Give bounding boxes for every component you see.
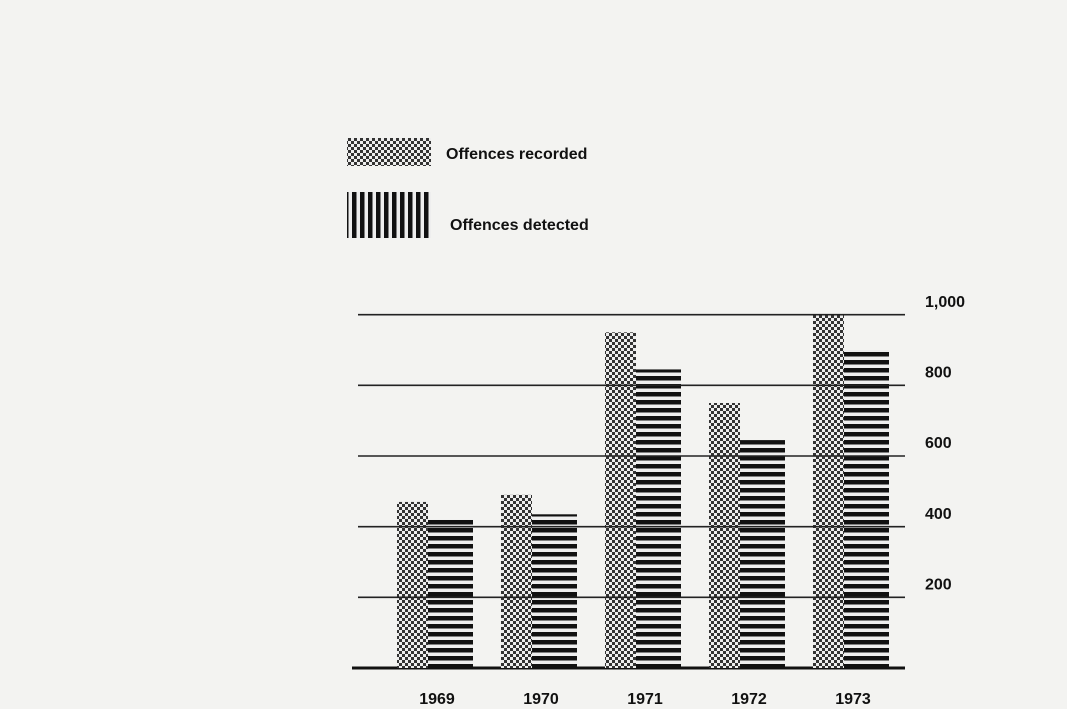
bar <box>813 314 844 668</box>
legend-swatch <box>347 138 431 166</box>
x-tick-label: 1969 <box>419 691 455 708</box>
y-tick-label: 800 <box>925 365 952 382</box>
x-tick-label: 1970 <box>523 691 559 708</box>
y-tick-label: 400 <box>925 506 952 523</box>
bar <box>605 332 636 668</box>
y-tick-label: 1,000 <box>925 294 965 311</box>
bar <box>709 403 740 668</box>
x-tick-label: 1973 <box>835 691 871 708</box>
bar <box>501 494 532 668</box>
y-tick-label: 600 <box>925 435 952 452</box>
x-tick-label: 1972 <box>731 691 767 708</box>
bar <box>397 501 428 668</box>
y-tick-label: 200 <box>925 577 952 594</box>
bar <box>844 350 889 668</box>
bar <box>428 519 473 668</box>
x-tick-label: 1971 <box>627 691 663 708</box>
legend-label: Offences recorded <box>446 146 587 163</box>
legend-swatch <box>347 192 431 238</box>
bar <box>636 369 681 668</box>
bar <box>532 514 577 668</box>
bar <box>740 440 785 668</box>
legend-label: Offences detected <box>450 217 589 234</box>
